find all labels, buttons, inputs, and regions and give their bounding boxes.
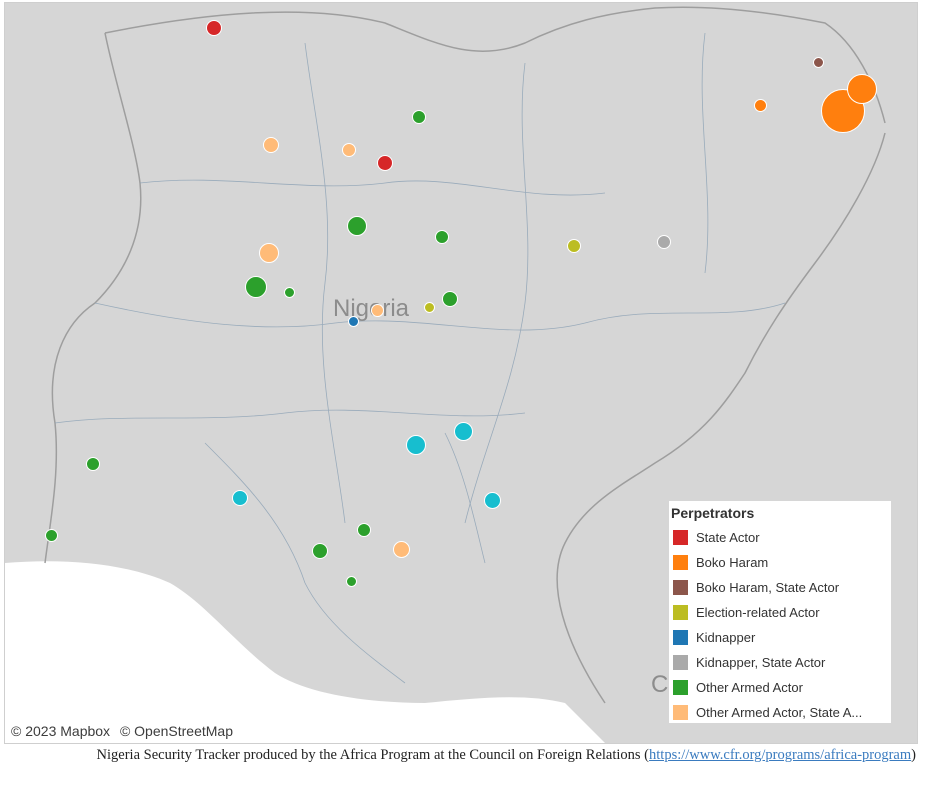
legend-label: Boko Haram, State Actor (696, 580, 840, 595)
legend-item[interactable]: Kidnapper (669, 625, 891, 650)
map-marker[interactable] (657, 235, 671, 249)
map-marker[interactable] (753, 98, 767, 112)
map-marker[interactable] (442, 291, 458, 307)
border-west (44, 32, 142, 564)
map-marker[interactable] (812, 56, 824, 68)
partial-country-label: C (651, 671, 669, 698)
legend-item[interactable]: Boko Haram, State Actor (669, 575, 891, 600)
map-marker[interactable] (347, 216, 367, 236)
legend-item[interactable]: State Actor (669, 525, 891, 550)
map-svg (5, 6, 886, 743)
map-marker[interactable] (259, 243, 279, 263)
state-lines (54, 32, 786, 684)
legend-item[interactable]: Kidnapper, State Actor (669, 650, 891, 675)
map-marker[interactable] (435, 230, 449, 244)
map-marker[interactable] (412, 110, 426, 124)
map-canvas[interactable]: Nigeria C © 2023 Mapbox © OpenStreetMap … (4, 2, 918, 744)
legend-item[interactable]: Other Armed Actor (669, 675, 891, 700)
map-marker[interactable] (847, 74, 877, 104)
legend: Perpetrators State Actor Boko Haram Boko… (669, 501, 891, 723)
border-north (104, 6, 886, 124)
map-marker[interactable] (357, 523, 371, 537)
osm-attribution[interactable]: © OpenStreetMap (119, 723, 233, 739)
caption: Nigeria Security Tracker produced by the… (10, 746, 916, 764)
map-marker[interactable] (44, 528, 58, 542)
mapbox-attribution[interactable]: © 2023 Mapbox (11, 723, 111, 739)
map-marker[interactable] (423, 301, 435, 313)
legend-swatch (673, 680, 688, 695)
legend-label: Kidnapper (696, 630, 756, 645)
map-marker[interactable] (377, 155, 393, 171)
legend-title: Perpetrators (671, 505, 755, 521)
map-marker[interactable] (86, 457, 100, 471)
legend-swatch (673, 655, 688, 670)
legend-label: Kidnapper, State Actor (696, 655, 826, 670)
legend-item[interactable]: Other Armed Actor, State A... (669, 700, 891, 725)
caption-close: ) (911, 747, 916, 763)
caption-link[interactable]: https://www.cfr.org/programs/africa-prog… (649, 747, 912, 763)
legend-label: Boko Haram (696, 555, 769, 570)
legend-swatch (673, 605, 688, 620)
legend-label: State Actor (696, 530, 760, 545)
legend-label: Other Armed Actor (696, 680, 803, 695)
map-marker[interactable] (406, 435, 426, 455)
map-marker[interactable] (392, 540, 410, 558)
map-marker[interactable] (312, 543, 328, 559)
legend-label: Other Armed Actor, State A... (696, 705, 863, 720)
legend-swatch (673, 555, 688, 570)
legend-swatch (673, 580, 688, 595)
border-east (556, 132, 886, 704)
map-marker[interactable] (483, 491, 501, 509)
map-marker[interactable] (453, 421, 473, 441)
map-marker[interactable] (232, 490, 248, 506)
map-marker[interactable] (347, 315, 359, 327)
map-marker[interactable] (345, 575, 357, 587)
map-marker[interactable] (283, 286, 295, 298)
ocean (5, 561, 605, 743)
legend-item[interactable]: Election-related Actor (669, 600, 891, 625)
map-marker[interactable] (263, 137, 279, 153)
map-marker[interactable] (342, 143, 356, 157)
map-marker[interactable] (245, 276, 267, 298)
map-marker[interactable] (370, 303, 384, 317)
map-marker[interactable] (206, 20, 222, 36)
map-marker[interactable] (567, 239, 581, 253)
legend-swatch (673, 630, 688, 645)
legend-swatch (673, 705, 688, 720)
map-attribution: © 2023 Mapbox © OpenStreetMap (11, 723, 239, 739)
legend-label: Election-related Actor (696, 605, 820, 620)
legend-swatch (673, 530, 688, 545)
legend-item[interactable]: Boko Haram (669, 550, 891, 575)
caption-text: Nigeria Security Tracker produced by the… (96, 747, 650, 763)
